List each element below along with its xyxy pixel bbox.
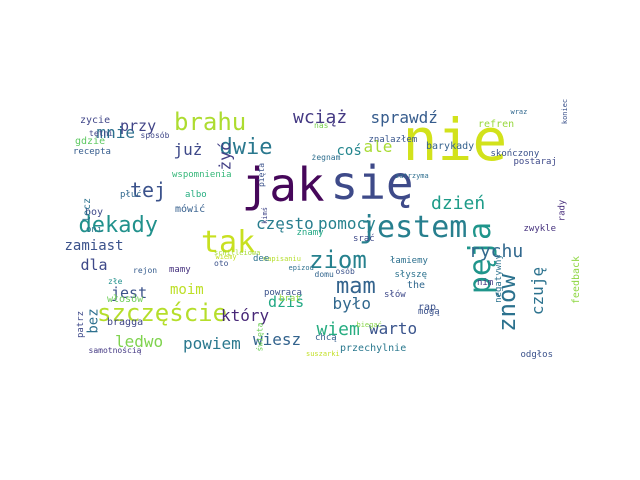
word: moim (170, 282, 204, 298)
word: zycie (80, 115, 111, 126)
word: jak (241, 158, 325, 212)
word: lecz (82, 197, 94, 223)
word: sprawdź (370, 108, 438, 127)
word: szczęście (97, 299, 228, 327)
word: ziom (309, 246, 367, 274)
word: warto (369, 319, 418, 338)
word: było (332, 294, 372, 313)
word: brat (279, 293, 301, 304)
word: wiemy (215, 252, 237, 261)
word: dwie (219, 135, 273, 160)
word: powraca (264, 287, 302, 298)
word: pomocy (318, 214, 376, 233)
word: pięta (257, 162, 267, 188)
word: srać (353, 233, 375, 244)
word: kimś (260, 206, 269, 224)
word: czuję (528, 266, 548, 316)
word: już (173, 140, 203, 159)
word: negatywny (493, 253, 504, 303)
word: epizod (288, 263, 314, 272)
word: mówić (175, 204, 206, 215)
word: dla (80, 255, 108, 274)
word: zatrzyma (395, 171, 429, 180)
word: boy (85, 207, 104, 218)
word: mnie (96, 123, 136, 142)
word: schilleiowa (214, 248, 261, 257)
word: zamiast (64, 238, 124, 254)
word: włosów (107, 294, 144, 305)
word: dziś (268, 292, 305, 311)
word: często (256, 214, 314, 233)
word: bez (85, 308, 102, 334)
word: powiem (183, 334, 241, 353)
word: ale (363, 137, 393, 156)
word: skończony (490, 148, 540, 159)
word: który (221, 306, 270, 325)
word: odgłos (520, 349, 554, 360)
word: dee (253, 253, 270, 264)
word: tętni (89, 129, 114, 138)
word: nas (314, 121, 329, 130)
word: gdzie (75, 136, 106, 147)
word: chcą (315, 332, 337, 343)
word: dekady (78, 213, 158, 238)
word: tej (130, 178, 167, 202)
word: przechylnie (340, 343, 407, 354)
word: osób (335, 267, 355, 276)
word: samotnością (88, 346, 142, 355)
word: łamiemy (390, 255, 428, 266)
word: ledwo (115, 332, 164, 351)
word: dzień (431, 193, 486, 214)
word: żyć (214, 141, 234, 171)
word: nie (402, 106, 508, 174)
word: jest (111, 283, 148, 302)
word: zwykle (523, 223, 557, 234)
word: biegać (356, 320, 382, 329)
word: rady (557, 199, 568, 221)
word: słów (384, 289, 406, 300)
word: znamy (296, 227, 324, 238)
word: wiem (316, 319, 360, 340)
word: mamy (169, 264, 191, 275)
word: sposób (140, 131, 170, 140)
word: albo (185, 189, 207, 200)
word: feedback (571, 255, 583, 305)
word: mam (336, 274, 376, 299)
word: słyszę (394, 269, 428, 280)
word: święta (254, 322, 264, 352)
word: się (330, 156, 414, 210)
word: rejon (133, 266, 158, 275)
word: wspomnienia (172, 169, 232, 180)
word: napisaniu (263, 254, 301, 263)
word: żegnam (311, 153, 341, 162)
word: recepta (73, 146, 111, 157)
word: płuć (120, 189, 142, 200)
word: wciąż (293, 107, 348, 128)
word: tak (201, 225, 256, 260)
word: coś (336, 143, 362, 159)
word: wiesz (253, 330, 302, 349)
word: patrz (75, 310, 86, 338)
word: refren (478, 119, 515, 130)
word: barykady (426, 141, 475, 152)
word: suszarki (306, 349, 340, 358)
word: brahu (174, 108, 247, 136)
word: the (407, 280, 426, 291)
word: rychu (469, 241, 524, 262)
word: nim (477, 277, 494, 288)
word: mogą (418, 306, 440, 317)
word: rap (418, 302, 437, 313)
word: postaraj (513, 156, 557, 167)
word: bragga (107, 317, 144, 328)
word: oni (86, 224, 103, 235)
word: wraz (510, 107, 528, 116)
word: znalazłem (368, 134, 418, 145)
word: przy (120, 116, 157, 135)
word: złe (108, 277, 123, 286)
word: oto (214, 259, 229, 268)
word: jestem (359, 210, 468, 245)
word: koniec (560, 98, 569, 124)
word: domu (314, 270, 334, 279)
